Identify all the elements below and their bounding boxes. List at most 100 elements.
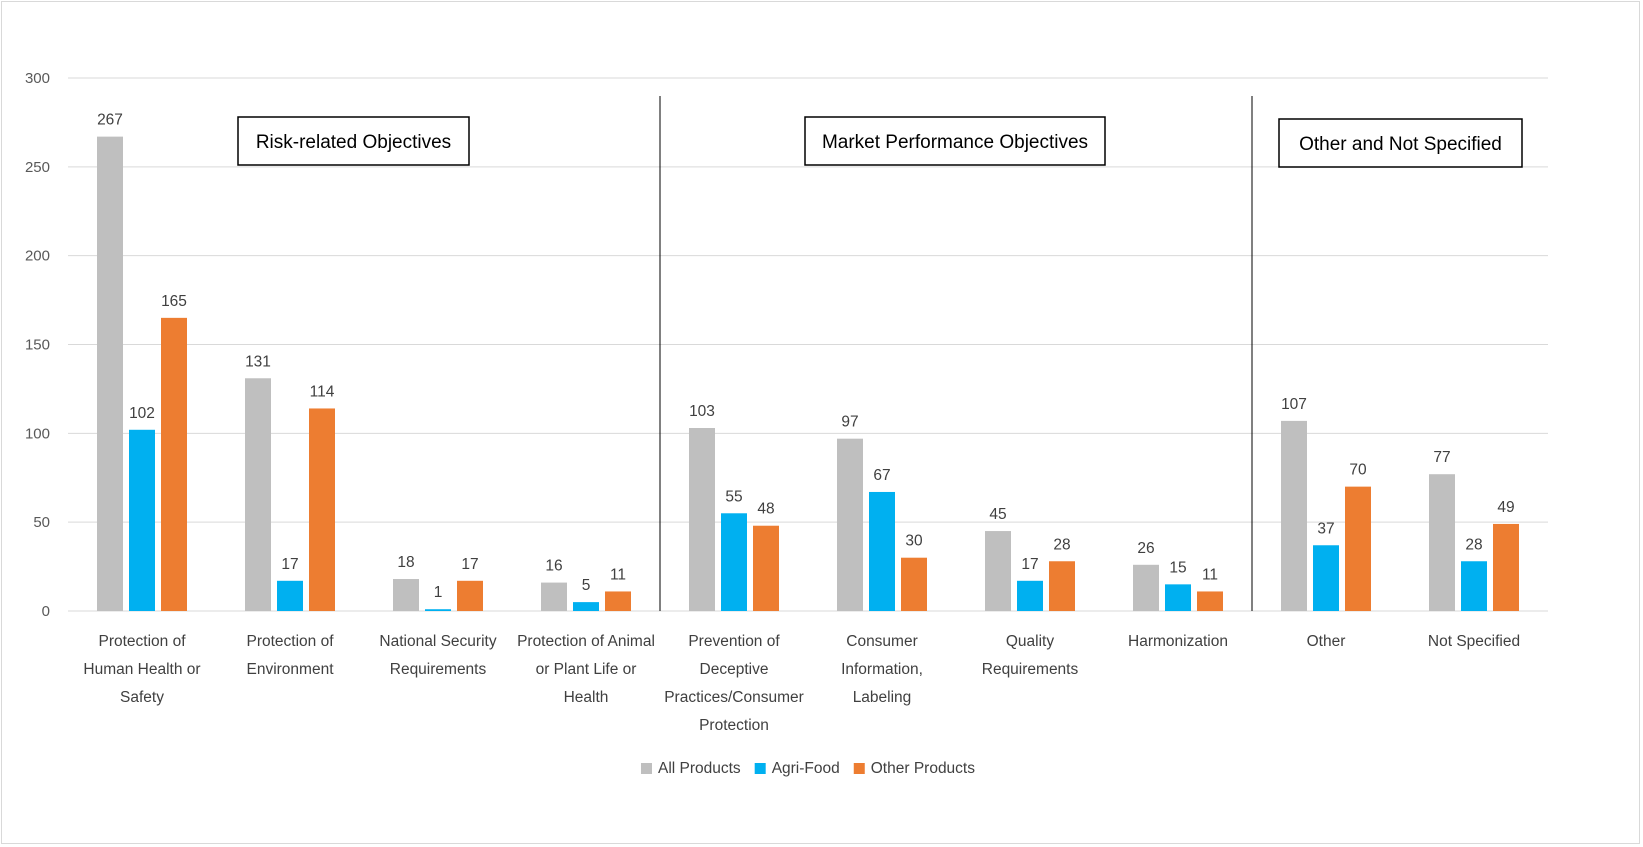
bar <box>1133 564 1159 611</box>
category-label-line: Prevention of <box>688 633 780 650</box>
data-label: 102 <box>129 405 155 422</box>
category-label: Harmonization <box>1128 633 1228 650</box>
data-label: 77 <box>1433 449 1450 466</box>
data-label: 103 <box>689 403 715 420</box>
bar <box>1493 523 1519 611</box>
bar <box>277 580 303 611</box>
legend-label: Other Products <box>871 760 975 777</box>
bar <box>985 531 1011 611</box>
legend-swatch <box>640 763 652 774</box>
category-label-line: Consumer <box>846 633 918 650</box>
bar <box>1345 486 1371 611</box>
category-label-line: Protection of Animal <box>517 633 655 650</box>
legend-swatch <box>853 763 865 774</box>
bar <box>573 602 599 611</box>
group-header-box <box>1278 118 1523 168</box>
bar <box>689 428 715 611</box>
data-label: 131 <box>245 353 271 370</box>
data-label: 165 <box>161 293 187 310</box>
data-label: 30 <box>905 533 923 550</box>
category-label: Quality Requirements <box>982 633 1079 678</box>
data-label: 1 <box>434 584 443 601</box>
category-label-line: Other <box>1307 633 1346 650</box>
y-tick-label: 300 <box>25 70 50 87</box>
bar <box>753 525 779 611</box>
data-label: 97 <box>841 414 858 431</box>
category-label: Protection of Environment <box>246 633 334 678</box>
legend-label: All Products <box>658 760 741 777</box>
y-tick-label: 100 <box>25 425 50 442</box>
y-tick-label: 150 <box>25 337 50 354</box>
bar <box>1429 474 1455 611</box>
y-tick-label: 200 <box>25 248 50 265</box>
data-label: 16 <box>545 558 562 575</box>
legend-swatch <box>754 763 766 774</box>
y-tick-label: 50 <box>33 514 50 531</box>
data-label: 107 <box>1281 396 1307 413</box>
category-label-line: Protection <box>699 717 769 734</box>
category-label: National Security Requirements <box>379 633 496 678</box>
category-label-line: Deceptive <box>700 661 769 678</box>
category-label-line: Quality <box>1006 633 1054 650</box>
group-header-label: Risk-related Objectives <box>256 132 451 153</box>
category-label-line: Protection of <box>98 633 186 650</box>
category-label-line: Not Specified <box>1428 633 1520 650</box>
bar <box>1281 420 1307 611</box>
data-label: 267 <box>97 112 123 129</box>
data-label: 45 <box>989 506 1006 523</box>
bar <box>129 429 155 611</box>
bar <box>901 557 927 611</box>
group-header-box <box>804 116 1106 166</box>
category-label-line: Practices/Consumer <box>664 689 804 706</box>
bar <box>605 591 631 611</box>
legend-label: Agri-Food <box>772 760 840 777</box>
bar <box>457 580 483 611</box>
bar <box>1461 561 1487 611</box>
data-label: 18 <box>397 554 414 571</box>
data-label: 17 <box>281 556 298 573</box>
category-label: Protection of Human Health or Safety <box>83 633 200 706</box>
category-label: Protection of Animal or Plant Life or Heal… <box>517 633 655 706</box>
category-label-line: Requirements <box>390 661 487 678</box>
category-label-line: Labeling <box>853 689 912 706</box>
category-label-line: Requirements <box>982 661 1079 678</box>
category-label: Not Specified <box>1428 633 1520 650</box>
y-tick-label: 250 <box>25 159 50 176</box>
data-label: 15 <box>1169 559 1186 576</box>
data-label: 67 <box>873 467 890 484</box>
bar <box>97 136 123 611</box>
data-label: 17 <box>461 556 478 573</box>
data-label: 37 <box>1317 520 1334 537</box>
data-label: 28 <box>1053 536 1070 553</box>
data-label: 114 <box>310 383 335 400</box>
category-label: Other <box>1307 633 1346 650</box>
bar <box>1017 580 1043 611</box>
data-label: 26 <box>1137 540 1154 557</box>
bar <box>541 582 567 611</box>
category-label-line: Health <box>564 689 609 706</box>
category-label-line: Information, <box>841 661 923 678</box>
bar <box>245 378 271 611</box>
bar <box>1313 545 1339 611</box>
category-label-line: Safety <box>120 689 164 706</box>
category-label-line: Protection of <box>246 633 334 650</box>
data-label: 48 <box>757 501 774 518</box>
data-label: 5 <box>582 577 591 594</box>
data-label: 70 <box>1349 462 1367 479</box>
bar <box>425 609 451 611</box>
group-header-box <box>237 116 470 166</box>
data-label: 17 <box>1021 556 1038 573</box>
bar <box>837 438 863 611</box>
data-label: 28 <box>1465 536 1482 553</box>
bar <box>393 579 419 611</box>
category-label-line: Human Health or <box>83 661 200 678</box>
data-label: 11 <box>1202 566 1218 583</box>
data-label: 49 <box>1497 499 1514 516</box>
group-header-label: Market Performance Objectives <box>822 132 1088 153</box>
bar <box>309 408 335 611</box>
data-label: 55 <box>725 488 742 505</box>
data-label: 11 <box>610 566 626 583</box>
bar <box>869 491 895 611</box>
bar <box>161 317 187 611</box>
